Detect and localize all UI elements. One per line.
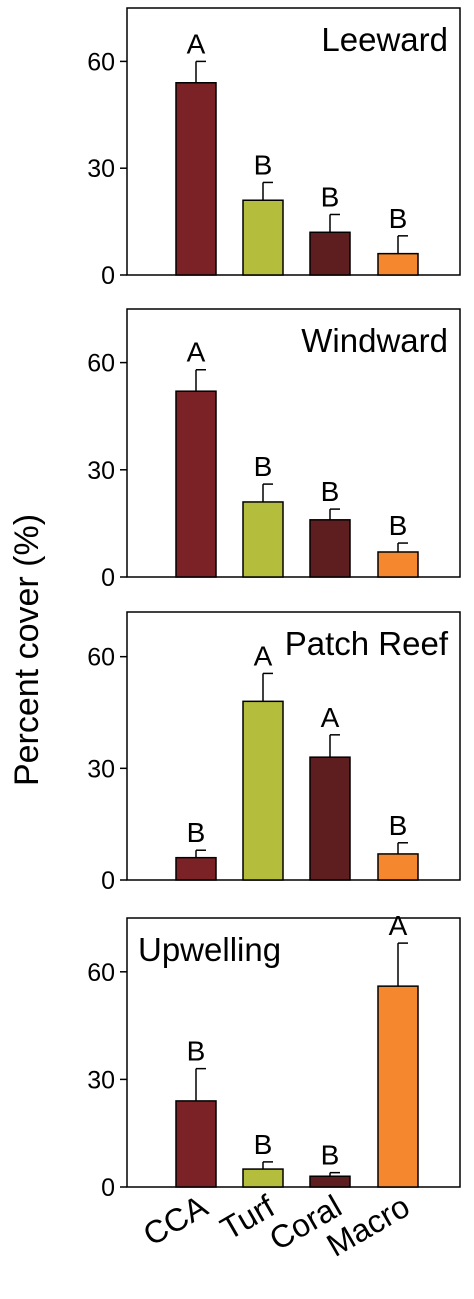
bar-turf — [242, 700, 284, 881]
significance-letter: B — [321, 476, 340, 507]
bar-turf — [242, 501, 284, 578]
significance-letter: A — [254, 640, 273, 671]
y-tick-label: 60 — [87, 644, 115, 672]
panel-upwelling: 0 30 60 Upwelling B B B A — [87, 910, 461, 1202]
significance-letter: B — [254, 149, 273, 180]
y-tick-label: 30 — [87, 457, 115, 485]
significance-letter: B — [187, 1036, 206, 1067]
bar-macro — [377, 853, 419, 881]
significance-letter: A — [187, 337, 206, 368]
panel-title: Upwelling — [138, 931, 281, 968]
y-tick-label: 30 — [87, 155, 115, 183]
y-tick-label: 30 — [87, 755, 115, 783]
y-tick-label: 0 — [101, 1174, 115, 1202]
y-tick-label: 60 — [87, 350, 115, 378]
bar-coral — [309, 519, 351, 578]
significance-letter: A — [389, 910, 408, 941]
y-axis-label: Percent cover (%) — [8, 514, 46, 786]
significance-letter: B — [254, 1129, 273, 1160]
significance-letter: B — [321, 1140, 340, 1171]
significance-letter: A — [321, 702, 340, 733]
panel-windward: 0 30 60 Windward A B B B — [87, 308, 461, 592]
bar-cca — [175, 82, 217, 276]
significance-letter: B — [187, 817, 206, 848]
panel-title: Leeward — [321, 21, 448, 58]
significance-letter: B — [254, 451, 273, 482]
y-tick-label: 0 — [101, 564, 115, 592]
y-tick-label: 30 — [87, 1066, 115, 1094]
bar-turf — [242, 199, 284, 276]
bar-macro — [377, 252, 419, 276]
bar-cca — [175, 1100, 217, 1188]
bar-cca — [175, 390, 217, 578]
bar-macro — [377, 551, 419, 578]
significance-letter: B — [321, 181, 340, 212]
y-tick-label: 0 — [101, 867, 115, 895]
y-tick-label: 60 — [87, 48, 115, 76]
x-tick-label-cca: CCA — [137, 1188, 214, 1253]
y-tick-label: 0 — [101, 262, 115, 290]
y-tick-label: 60 — [87, 959, 115, 987]
significance-letter: B — [389, 810, 408, 841]
panels: 0 30 60 Leeward A B B B 0 30 60 Windward A B B B 0 30 60 Pa… — [87, 7, 461, 1202]
significance-letter: B — [389, 510, 408, 541]
bar-coral — [309, 1175, 351, 1188]
bar-cca — [175, 856, 217, 881]
significance-letter: B — [389, 203, 408, 234]
panel-title: Windward — [301, 322, 448, 359]
bar-coral — [309, 231, 351, 276]
panel-frame — [126, 308, 461, 578]
panel-frame — [126, 7, 461, 276]
significance-letter: A — [187, 28, 206, 59]
panel-frame — [126, 917, 461, 1188]
panel-patch-reef: 0 30 60 Patch Reef B A A B — [87, 611, 461, 895]
panel-leeward: 0 30 60 Leeward A B B B — [87, 7, 461, 290]
bar-turf — [242, 1168, 284, 1188]
bar-coral — [309, 756, 351, 881]
panel-frame — [126, 611, 461, 881]
panel-title: Patch Reef — [285, 625, 449, 662]
bar-macro — [377, 985, 419, 1188]
